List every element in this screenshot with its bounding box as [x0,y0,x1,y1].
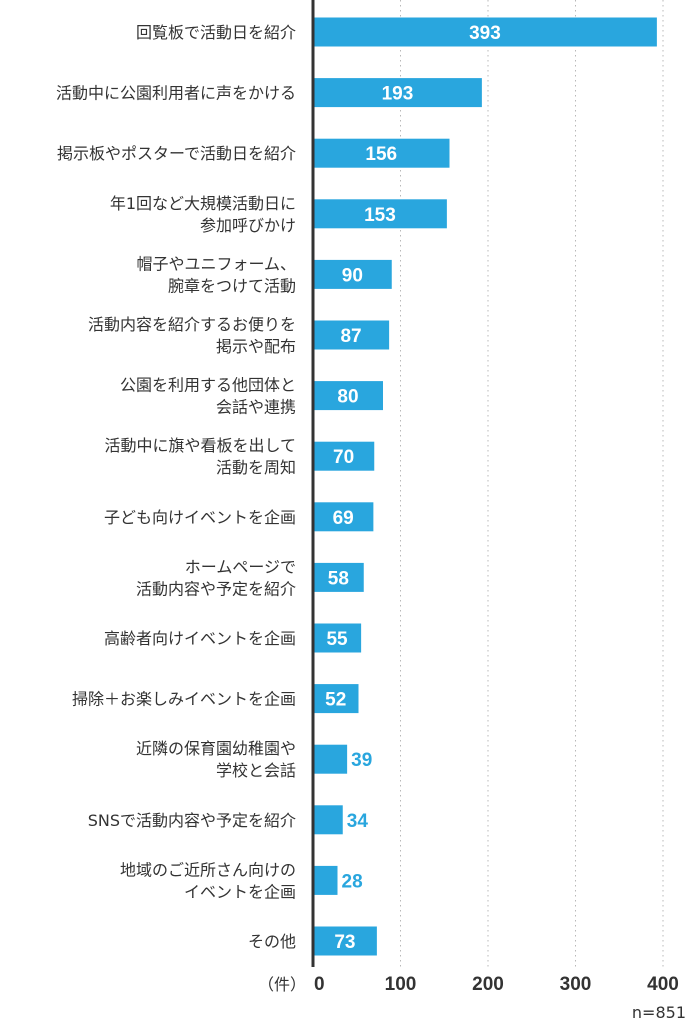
data-label: 52 [325,690,346,711]
tick-label: 0 [314,974,325,995]
bar [313,441,375,471]
data-label: 90 [342,265,363,286]
data-label: 393 [469,23,501,44]
category-label: 活動内容を紹介するお便りを [88,315,296,334]
bar [313,320,390,350]
category-label: 近隣の保育園幼稚園や [136,739,296,758]
data-label: 153 [364,205,396,226]
bar [313,805,343,835]
category-label: 回覧板で活動日を紹介 [136,23,296,42]
category-label: 腕章をつけて活動 [168,276,296,295]
bar [313,259,392,289]
bar [313,78,482,108]
category-label: 公園を利用する他団体と [120,376,296,395]
category-label: 帽子やユニフォーム、 [136,254,296,273]
category-label: 会話や連携 [216,398,296,417]
category-label: 学校と会話 [216,761,296,780]
category-label: 活動を周知 [216,458,296,477]
bar [313,502,374,532]
tick-label: 400 [647,974,679,995]
category-labels: 回覧板で活動日を紹介活動中に公園利用者に声をかける掲示板やポスターで活動日を紹介… [56,23,296,951]
category-label: 掲示や配布 [216,337,296,356]
category-label: 活動中に旗や看板を出して [104,436,296,455]
data-label: 80 [337,387,358,408]
bar [313,926,377,956]
data-label: 34 [347,811,369,832]
data-label: 87 [340,326,361,347]
category-label: 年1回など大規模活動日に [110,194,296,213]
data-label: 156 [365,144,397,165]
category-label: イベントを企画 [184,882,296,901]
data-label: 58 [328,568,349,589]
x-axis-unit: （件） [258,975,306,994]
data-label: 70 [333,447,354,468]
category-label: 子ども向けイベントを企画 [104,508,296,527]
category-label: 活動中に公園利用者に声をかける [56,84,296,103]
x-tick-labels: 0 100 200 300 400 [314,974,679,995]
data-label: 193 [382,84,414,105]
value-labels: 393 193 156 153 90 87 80 70 69 58 55 52 39 34 28 73 [325,23,501,953]
tick-label: 300 [560,974,592,995]
bar [313,17,657,47]
data-label: 69 [333,508,354,529]
category-label: SNSで活動内容や予定を紹介 [88,811,296,830]
bar [313,744,348,774]
category-label: 活動内容や予定を紹介 [136,579,296,598]
bar [313,199,447,229]
data-label: 28 [342,871,363,892]
bar [313,138,450,168]
category-label: 掲示板やポスターで活動日を紹介 [57,144,296,163]
tick-label: 100 [385,974,417,995]
sample-size-note: n=851 [632,1003,686,1022]
bar [313,562,364,592]
bar [313,865,338,895]
bar [313,381,383,411]
bar [313,684,359,714]
category-label: その他 [248,932,296,951]
tick-label: 200 [472,974,504,995]
category-label: ホームページで [185,557,296,576]
data-label: 55 [326,629,348,650]
data-label: 39 [351,750,372,771]
category-label: 参加呼びかけ [200,216,296,235]
category-label: 高齢者向けイベントを企画 [104,629,296,648]
category-label: 掃除＋お楽しみイベントを企画 [72,690,296,709]
bar [313,623,362,653]
bars [313,17,657,956]
category-label: 地域のご近所さん向けの [120,860,296,879]
data-label: 73 [334,932,355,953]
